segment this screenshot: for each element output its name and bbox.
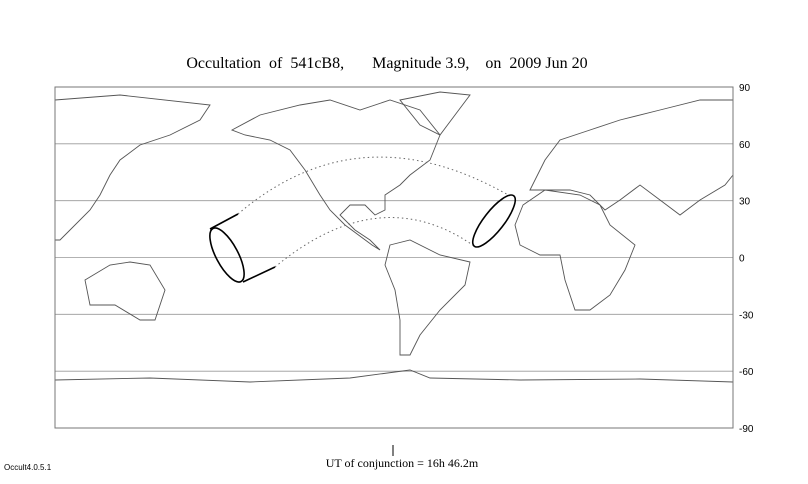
shadow-end: [471, 194, 517, 248]
greenland: [399, 91, 471, 136]
y-tick-label: 30: [739, 197, 751, 208]
shadow-start: [209, 227, 245, 283]
south-america: [384, 239, 471, 356]
shadow-edge: [242, 266, 276, 283]
chart-title: Occultation of 541cB8, Magnitude 3.9, on…: [186, 55, 587, 72]
y-tick-label: 90: [739, 83, 751, 94]
eurasia: [529, 99, 734, 216]
version-label: Occult4.0.5.1: [4, 463, 52, 472]
east-asia: [54, 94, 211, 241]
y-tick-label: -30: [739, 310, 754, 321]
y-tick-label: -60: [739, 367, 754, 378]
annotation: UT of conjunction = 16h 46.2m: [326, 456, 479, 470]
australia: [84, 261, 166, 321]
map-frame: [54, 86, 734, 429]
antarctica: [54, 369, 734, 383]
africa: [514, 189, 636, 311]
y-tick-label: 0: [739, 254, 745, 265]
shadow-edge: [209, 213, 239, 230]
north-america: [230, 99, 441, 251]
path-limit: [274, 217, 475, 268]
path-limit: [237, 156, 511, 215]
y-tick-label: 60: [739, 140, 751, 151]
y-tick-label: -90: [739, 424, 754, 435]
coastlines: [54, 91, 734, 383]
